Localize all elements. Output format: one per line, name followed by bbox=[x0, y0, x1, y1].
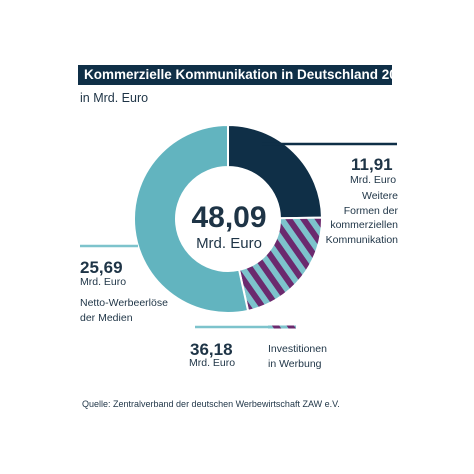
netto-value: 25,69 bbox=[80, 258, 123, 277]
invest-value: 36,18 bbox=[190, 340, 233, 359]
donut-slice-0 bbox=[227, 123, 324, 220]
center-total-unit: Mrd. Euro bbox=[196, 235, 262, 252]
invest-unit: Mrd. Euro bbox=[189, 357, 236, 369]
chart-title: Kommerzielle Kommunikation in Deutschlan… bbox=[78, 65, 412, 85]
center-total-value: 48,09 bbox=[191, 201, 267, 234]
netto-unit: Mrd. Euro bbox=[80, 276, 127, 288]
weitere-value: 11,91 bbox=[351, 155, 393, 174]
chart-subtitle: in Mrd. Euro bbox=[80, 91, 149, 105]
weitere-description: Weitere Formen der kommerziellen Kommuni… bbox=[325, 190, 398, 246]
donut-slice-2 bbox=[133, 123, 250, 314]
source-note: Quelle: Zentralverband der deutschen Wer… bbox=[82, 399, 340, 409]
netto-description: Netto-Werbeerlöse der Medien bbox=[80, 297, 168, 324]
invest-description: Investitionen in Werbung bbox=[268, 343, 327, 370]
weitere-unit: Mrd. Euro bbox=[350, 174, 397, 186]
